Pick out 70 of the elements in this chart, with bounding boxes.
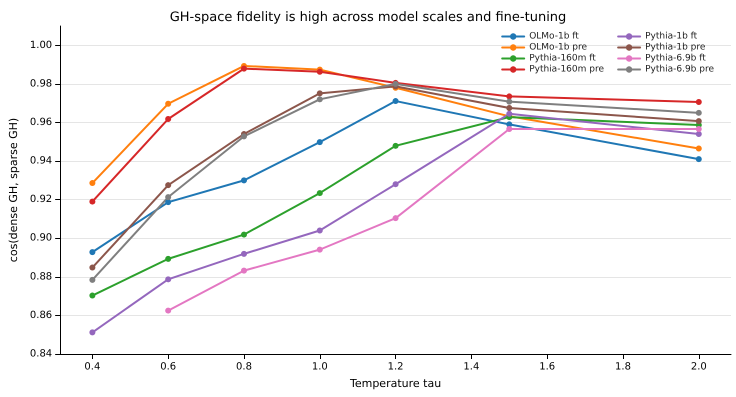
legend-label: Pythia-1b ft (645, 32, 698, 42)
point (89, 329, 96, 336)
point (392, 181, 399, 188)
point (696, 146, 702, 152)
point (316, 190, 323, 196)
point (165, 100, 172, 107)
x-tick-label: 1.6 (539, 362, 556, 372)
point (316, 246, 323, 253)
legend-label: Pythia-160m ft (529, 54, 596, 64)
legend-label: OLMo-1b ft (529, 32, 580, 42)
point (696, 110, 702, 116)
point (392, 215, 399, 222)
point (506, 105, 512, 111)
x-tick-label: 0.8 (236, 362, 252, 372)
point (165, 116, 172, 122)
point (89, 198, 96, 205)
x-tick-label: 1.8 (615, 362, 631, 372)
y-tick-label: 0.94 (30, 156, 52, 167)
point (392, 98, 399, 104)
point (506, 98, 512, 105)
y-tick-label: 0.84 (30, 348, 52, 360)
point (316, 139, 323, 146)
y-tick-label: 0.86 (30, 310, 52, 321)
chart-title: GH-space fidelity is high across model scales and fine-tuning (170, 10, 566, 25)
point (165, 256, 172, 262)
x-axis-title: Temperature tau (348, 377, 442, 390)
y-tick-label: 0.96 (30, 116, 52, 128)
legend-label: Pythia-6.9b ft (645, 54, 706, 64)
point (89, 292, 96, 299)
y-tick-label: 0.92 (30, 194, 52, 206)
x-tick-label: 1.2 (388, 362, 404, 372)
point (240, 250, 247, 257)
point (165, 199, 172, 206)
point (316, 96, 323, 102)
x-tick-label: 1.0 (312, 362, 328, 372)
point (316, 228, 323, 234)
point (89, 264, 96, 271)
point (89, 180, 96, 186)
x-tick-label: 0.6 (160, 362, 176, 372)
point (165, 276, 172, 282)
y-tick-label: 1.00 (30, 40, 52, 51)
point (165, 194, 172, 200)
x-tick-label: 1.4 (463, 362, 480, 372)
point (165, 308, 172, 314)
point (506, 93, 512, 100)
legend-label: Pythia-1b pre (645, 42, 706, 52)
point (240, 66, 247, 72)
point (316, 90, 323, 96)
point (506, 110, 512, 117)
point (696, 126, 702, 132)
legend-label: Pythia-6.9b pre (645, 64, 714, 74)
point (506, 126, 512, 132)
x-tick-label: 2.0 (690, 362, 707, 372)
point (89, 249, 96, 256)
legend-label: Pythia-160m pre (529, 64, 604, 74)
point (240, 268, 247, 274)
point (696, 118, 702, 124)
legend-label: OLMo-1b pre (529, 42, 588, 52)
point (89, 276, 96, 283)
x-tick-label: 0.4 (84, 362, 100, 372)
y-tick-label: 0.88 (30, 271, 52, 282)
y-tick-label: 0.90 (30, 232, 52, 244)
point (696, 99, 702, 106)
point (696, 156, 702, 162)
y-axis-title: cos(dense GH, sparse GH) (7, 118, 20, 262)
point (240, 177, 247, 184)
point (392, 142, 399, 149)
point (240, 232, 247, 238)
y-tick-label: 0.98 (30, 78, 52, 90)
point (165, 182, 172, 188)
